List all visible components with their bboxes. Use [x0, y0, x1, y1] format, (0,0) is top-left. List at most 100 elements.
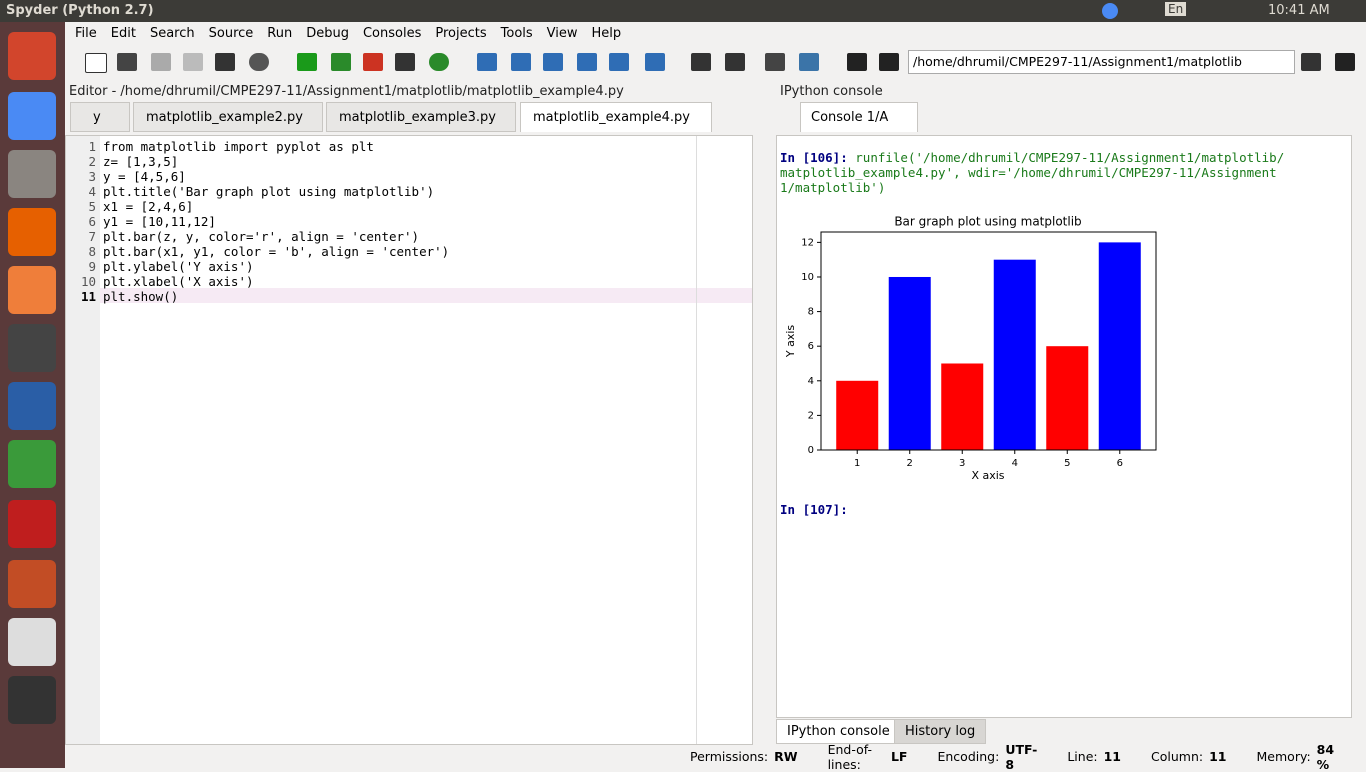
step-return-button[interactable]	[577, 53, 597, 71]
forward-button[interactable]	[879, 53, 899, 71]
console[interactable]: In [106]: runfile('/home/dhrumil/CMPE297…	[776, 135, 1352, 718]
lang-indicator[interactable]: En	[1165, 2, 1187, 16]
calc-icon[interactable]	[8, 440, 56, 488]
editor-tab[interactable]: y	[70, 102, 130, 132]
impress-icon[interactable]	[8, 560, 56, 608]
line-number: 11	[80, 289, 96, 304]
console-bottom-tab[interactable]: History log	[894, 719, 987, 744]
console-bottom-tab[interactable]: IPython console	[776, 719, 901, 744]
command: runfile('/home/dhrumil/CMPE297-11/Assign…	[780, 150, 1285, 195]
menu-item[interactable]: Edit	[110, 25, 136, 41]
menu-item[interactable]: View	[546, 25, 578, 41]
y-axis-label: Y axis	[785, 325, 797, 359]
prompt: In [106]:	[780, 150, 848, 165]
bar	[993, 259, 1036, 450]
writer-icon[interactable]	[8, 382, 56, 430]
status-label: End-of-lines:	[827, 741, 872, 772]
bar	[836, 380, 879, 450]
menu-item[interactable]: Search	[149, 25, 195, 41]
sublime-icon[interactable]	[8, 324, 56, 372]
code-line: y1 = [10,11,12]	[103, 214, 216, 229]
current-line	[100, 288, 752, 303]
status-value: LF	[890, 749, 908, 764]
step-button[interactable]	[511, 53, 531, 71]
launcher	[0, 22, 65, 768]
debug-button[interactable]	[477, 53, 497, 71]
y-tick-label: 12	[801, 237, 814, 248]
at-button[interactable]	[249, 53, 269, 71]
editor-title: Editor - /home/dhrumil/CMPE297-11/Assign…	[69, 84, 624, 99]
menu-item[interactable]: File	[75, 25, 97, 41]
status-label: Column:	[1151, 749, 1204, 764]
menu-item[interactable]: Source	[208, 25, 254, 41]
code-line: plt.show()	[103, 289, 179, 304]
browse-button[interactable]	[1301, 53, 1321, 71]
menu-item[interactable]: Help	[591, 25, 622, 41]
stop-button[interactable]	[645, 53, 665, 71]
menu-item[interactable]: Debug	[306, 25, 349, 41]
filezilla-icon[interactable]	[8, 500, 56, 548]
line-gutter: 1 2 3 4 5 6 7 8 9 10 11	[66, 136, 100, 744]
editor-tab[interactable]: matplotlib_example3.py	[326, 102, 516, 132]
outline-button[interactable]	[215, 53, 235, 71]
run-selection-button[interactable]	[395, 53, 415, 71]
menu-item[interactable]: Tools	[500, 25, 533, 41]
new-file-button[interactable]	[85, 53, 107, 73]
chrome-icon[interactable]	[1102, 3, 1118, 19]
open-button[interactable]	[117, 53, 137, 71]
rerun-button[interactable]	[429, 53, 449, 71]
fullscreen-button[interactable]	[725, 53, 745, 71]
x-tick-label: 4	[1012, 458, 1018, 469]
run-cell-button[interactable]	[331, 53, 351, 71]
back-button[interactable]	[847, 53, 867, 71]
line-number: 9	[88, 259, 96, 274]
line-number: 6	[88, 214, 96, 229]
console-title: IPython console	[780, 84, 883, 99]
firefox-icon[interactable]	[8, 208, 56, 256]
software-icon[interactable]	[8, 266, 56, 314]
terminal-icon[interactable]	[8, 676, 56, 724]
y-tick-label: 4	[808, 376, 814, 387]
menu-item[interactable]: Consoles	[362, 25, 422, 41]
ubuntu-icon[interactable]	[8, 32, 56, 80]
amazon-icon[interactable]	[8, 618, 56, 666]
console-tab[interactable]: Console 1/A	[800, 102, 918, 132]
files-icon[interactable]	[8, 150, 56, 198]
chart: Bar graph plot using matplotlib X axis Y…	[785, 215, 1157, 482]
chrome-icon[interactable]	[8, 92, 56, 140]
path-box[interactable]: /home/dhrumil/CMPE297-11/Assignment1/mat…	[908, 50, 1295, 74]
maximize-button[interactable]	[691, 53, 711, 71]
top-bar: Spyder (Python 2.7) En 10:41 AM	[0, 0, 1366, 22]
code-line: plt.title('Bar graph plot using matplotl…	[103, 184, 435, 199]
x-axis-label: X axis	[971, 469, 1004, 482]
code-line: plt.xlabel('X axis')	[103, 274, 254, 289]
parent-dir-button[interactable]	[1335, 53, 1355, 71]
line-number: 7	[88, 229, 96, 244]
save-all-button[interactable]	[183, 53, 203, 71]
status-value: 84 %	[1316, 741, 1335, 772]
y-tick-label: 10	[801, 272, 814, 283]
run-cell-advance-button[interactable]	[363, 53, 383, 71]
bar	[888, 276, 931, 450]
python-path-button[interactable]	[799, 53, 819, 71]
editor-tab[interactable]: matplotlib_example2.py	[133, 102, 323, 132]
code-editor[interactable]: 1 2 3 4 5 6 7 8 9 10 11 from matplotlib import pyp…	[65, 135, 753, 745]
continue-button[interactable]	[609, 53, 629, 71]
x-tick-label: 5	[1064, 458, 1070, 469]
menu-item[interactable]: Run	[267, 25, 293, 41]
run-button[interactable]	[297, 53, 317, 71]
y-tick-label: 8	[808, 307, 814, 318]
save-button[interactable]	[151, 53, 171, 71]
menu-item[interactable]: Projects	[435, 25, 487, 41]
step-into-button[interactable]	[543, 53, 563, 71]
code-line: plt.ylabel('Y axis')	[103, 259, 254, 274]
line-number: 5	[88, 199, 96, 214]
menu-bar: File Edit Search Source Run Debug Consoles Proj…	[65, 22, 621, 44]
editor-tab[interactable]: matplotlib_example4.py	[520, 102, 712, 132]
status-label: Line:	[1067, 749, 1098, 764]
preferences-button[interactable]	[765, 53, 785, 71]
code-line: y = [4,5,6]	[103, 169, 186, 184]
clock[interactable]: 10:41 AM	[1268, 3, 1330, 18]
code-line: x1 = [2,4,6]	[103, 199, 194, 214]
